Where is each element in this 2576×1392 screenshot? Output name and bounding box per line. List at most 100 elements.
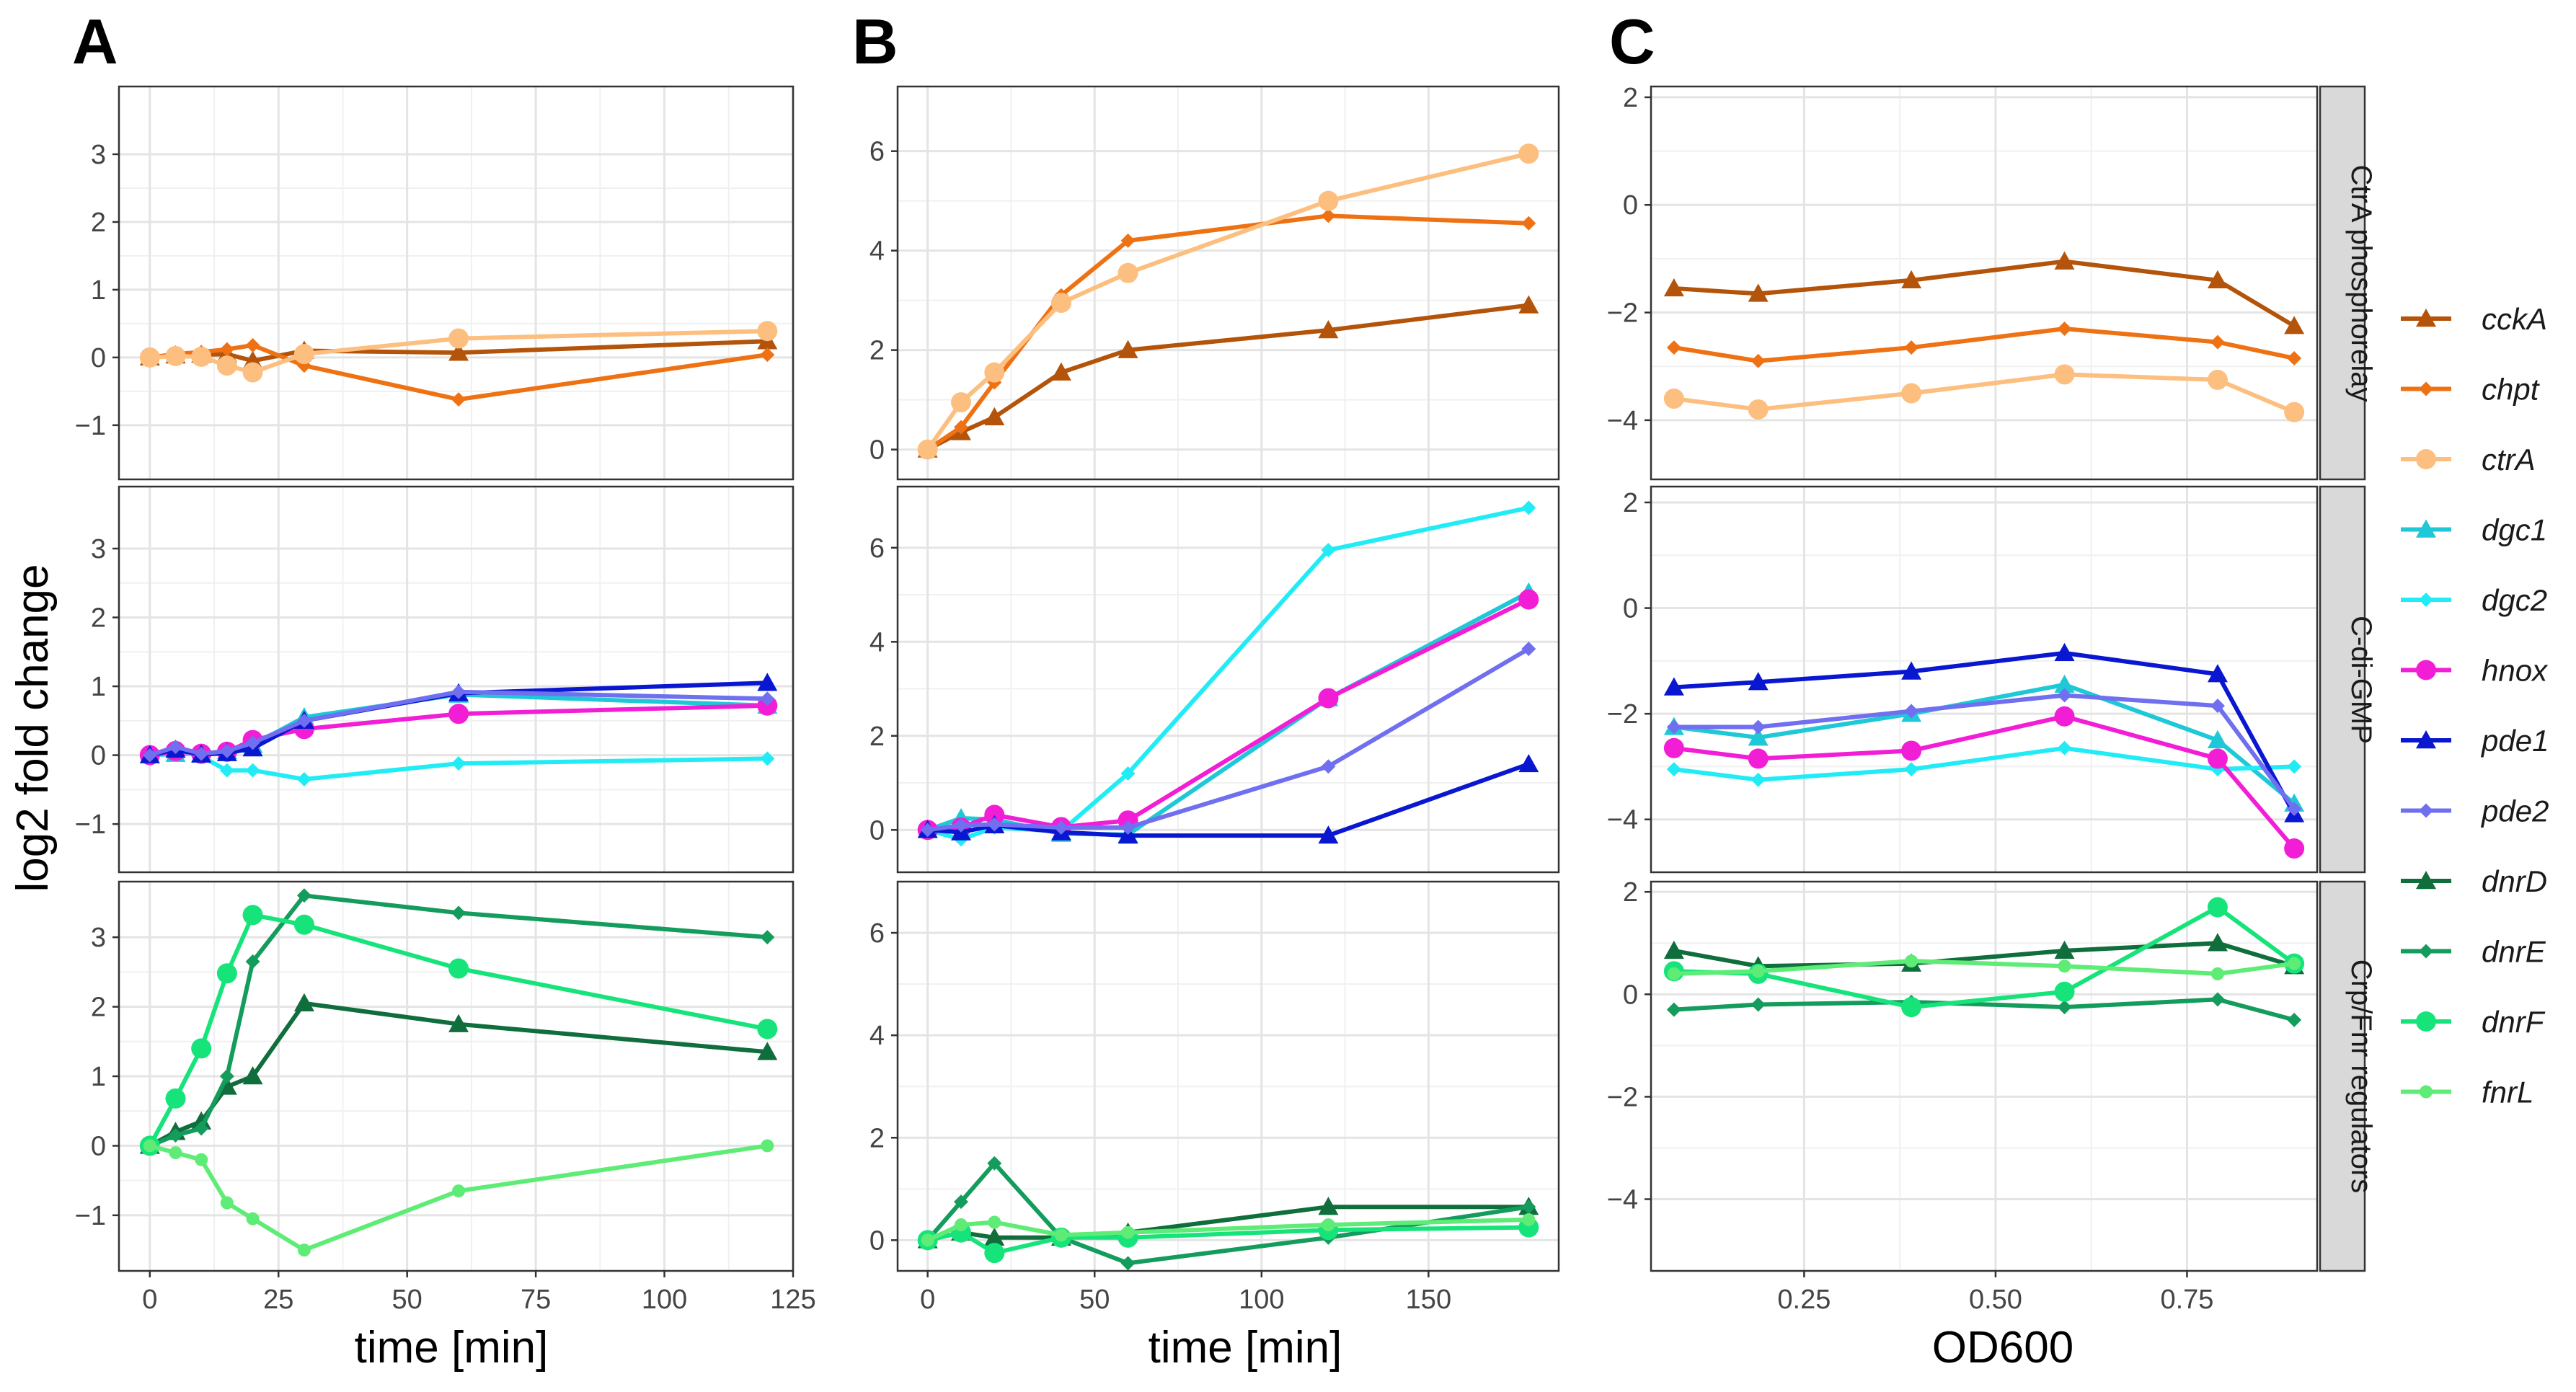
- data-point-ctrA: [139, 347, 160, 368]
- data-point-dgc1: [2207, 730, 2228, 748]
- data-point-dnrE: [2057, 1000, 2072, 1015]
- legend-marker-pde2: [2419, 803, 2433, 818]
- legend-item-dnrE: dnrE: [2401, 935, 2546, 969]
- x-tick-label: 100: [642, 1285, 687, 1315]
- legend-label-dnrE: dnrE: [2482, 935, 2546, 969]
- data-point-pde2: [168, 740, 183, 755]
- x-tick-label: 75: [521, 1285, 551, 1315]
- data-point-dgc2: [296, 772, 311, 787]
- data-point-chpt: [1904, 340, 1919, 355]
- data-point-chpt: [2057, 321, 2072, 336]
- data-point-dgc2: [760, 751, 775, 766]
- data-point-dgc2: [1321, 543, 1336, 558]
- legend-item-dgc1: dgc1: [2401, 513, 2547, 547]
- data-point-chpt: [953, 420, 968, 435]
- data-point-fnrL: [1054, 1228, 1068, 1242]
- data-point-dnrD: [2054, 940, 2075, 959]
- y-tick-label: 0: [869, 435, 885, 466]
- legend-label-pde2: pde2: [2480, 794, 2549, 828]
- panel-border-r2c2: [1650, 880, 2319, 1272]
- x-axis-title-b: time [min]: [1148, 1323, 1342, 1373]
- y-tick-label: 0: [1623, 980, 1638, 1010]
- data-point-dgc1: [1748, 727, 1769, 746]
- data-point-pde1: [1748, 672, 1769, 691]
- x-tick-label: 100: [1239, 1285, 1284, 1315]
- y-tick-label: −4: [1607, 1185, 1638, 1215]
- data-point-hnox: [2207, 748, 2228, 769]
- strip-background-ctra: [2319, 85, 2366, 481]
- y-tick-label: 1: [91, 275, 106, 306]
- y-tick-label: 3: [91, 534, 106, 564]
- data-point-ctrA: [2284, 402, 2305, 422]
- data-point-fnrL: [143, 1139, 156, 1153]
- data-point-chpt: [1120, 233, 1136, 248]
- y-tick-label: 2: [91, 208, 106, 238]
- legend-item-pde1: pde1: [2401, 724, 2549, 758]
- legend-item-pde2: pde2: [2401, 794, 2549, 828]
- grid-layer: [119, 87, 2317, 1271]
- data-point-dnrF: [2054, 981, 2075, 1002]
- legend-marker-dnrE: [2419, 944, 2433, 959]
- data-point-dnrE: [1521, 1200, 1536, 1215]
- data-point-pde2: [760, 691, 775, 706]
- series-line-pde2-r1c1: [925, 647, 1531, 833]
- legend-label-cckA: cckA: [2482, 302, 2547, 336]
- data-point-pde2: [245, 735, 260, 750]
- data-point-ctrA: [165, 345, 186, 366]
- data-point-pde2: [1666, 719, 1681, 735]
- x-tick-label: 125: [770, 1285, 815, 1315]
- strip-background-crpfnr: [2319, 880, 2366, 1272]
- x-tick-label: 0.50: [1969, 1285, 2022, 1315]
- data-point-dnrF: [191, 1038, 212, 1059]
- data-point-chpt: [1750, 353, 1766, 368]
- data-point-dnrF: [984, 1243, 1005, 1264]
- data-point-cckA: [984, 407, 1005, 425]
- data-point-dnrE: [194, 1121, 209, 1136]
- y-tick-label: −2: [1607, 1082, 1638, 1112]
- data-point-pde2: [953, 817, 968, 833]
- data-point-dnrE: [987, 1156, 1002, 1171]
- y-tick-label: 0: [869, 1225, 885, 1256]
- data-point-ctrA: [1518, 143, 1539, 164]
- series-line-dnrD-r2c2: [1671, 941, 2297, 969]
- legend-marker-ctrA: [2416, 449, 2436, 469]
- y-tick-label: 2: [869, 336, 885, 366]
- data-point-chpt: [451, 392, 466, 407]
- data-point-ctrA: [1117, 262, 1138, 283]
- legend-label-chpt: chpt: [2482, 373, 2541, 407]
- y-tick-label: −2: [1607, 298, 1638, 329]
- data-point-dnrE: [953, 1194, 968, 1210]
- data-point-hnox: [1318, 688, 1339, 709]
- data-point-hnox: [2054, 706, 2075, 727]
- data-point-ctrA: [757, 321, 778, 342]
- data-point-pde1: [2054, 642, 2075, 662]
- data-point-pde2: [2287, 802, 2302, 817]
- series-line-dgc1-r1c2: [1671, 682, 2297, 806]
- data-point-cckA: [1117, 340, 1138, 358]
- legend-marker-dnrD: [2416, 871, 2436, 890]
- data-point-pde2: [1321, 759, 1336, 774]
- legend-marker-chpt: [2419, 381, 2433, 396]
- legend-label-dnrF: dnrF: [2482, 1005, 2546, 1039]
- series-layer: [139, 143, 2305, 1271]
- legend-marker-fnrL: [2420, 1085, 2433, 1099]
- legend-label-fnrL: fnrL: [2482, 1076, 2533, 1109]
- y-tick-label: 6: [869, 137, 885, 167]
- x-tick-label: 0.25: [1777, 1285, 1831, 1315]
- data-point-fnrL: [2058, 959, 2071, 973]
- data-point-fnrL: [1751, 965, 1765, 978]
- data-point-ctrA: [216, 355, 237, 376]
- legend-item-dgc2: dgc2: [2401, 583, 2547, 617]
- data-point-ctrA: [950, 392, 971, 413]
- data-point-fnrL: [1667, 967, 1681, 980]
- legend-marker-dgc1: [2416, 519, 2436, 538]
- x-tick-label: 0.75: [2160, 1285, 2213, 1315]
- series-line-chpt-r0c2: [1671, 327, 2297, 363]
- data-point-pde2: [1521, 642, 1536, 657]
- legend-item-dnrF: dnrF: [2401, 1005, 2546, 1039]
- x-tick-label: 25: [263, 1285, 293, 1315]
- data-point-pde1: [1318, 825, 1339, 844]
- data-point-dgc2: [2287, 759, 2302, 774]
- panel-letters: A B C: [72, 6, 1655, 77]
- panel-border-r1c2: [1650, 485, 2319, 874]
